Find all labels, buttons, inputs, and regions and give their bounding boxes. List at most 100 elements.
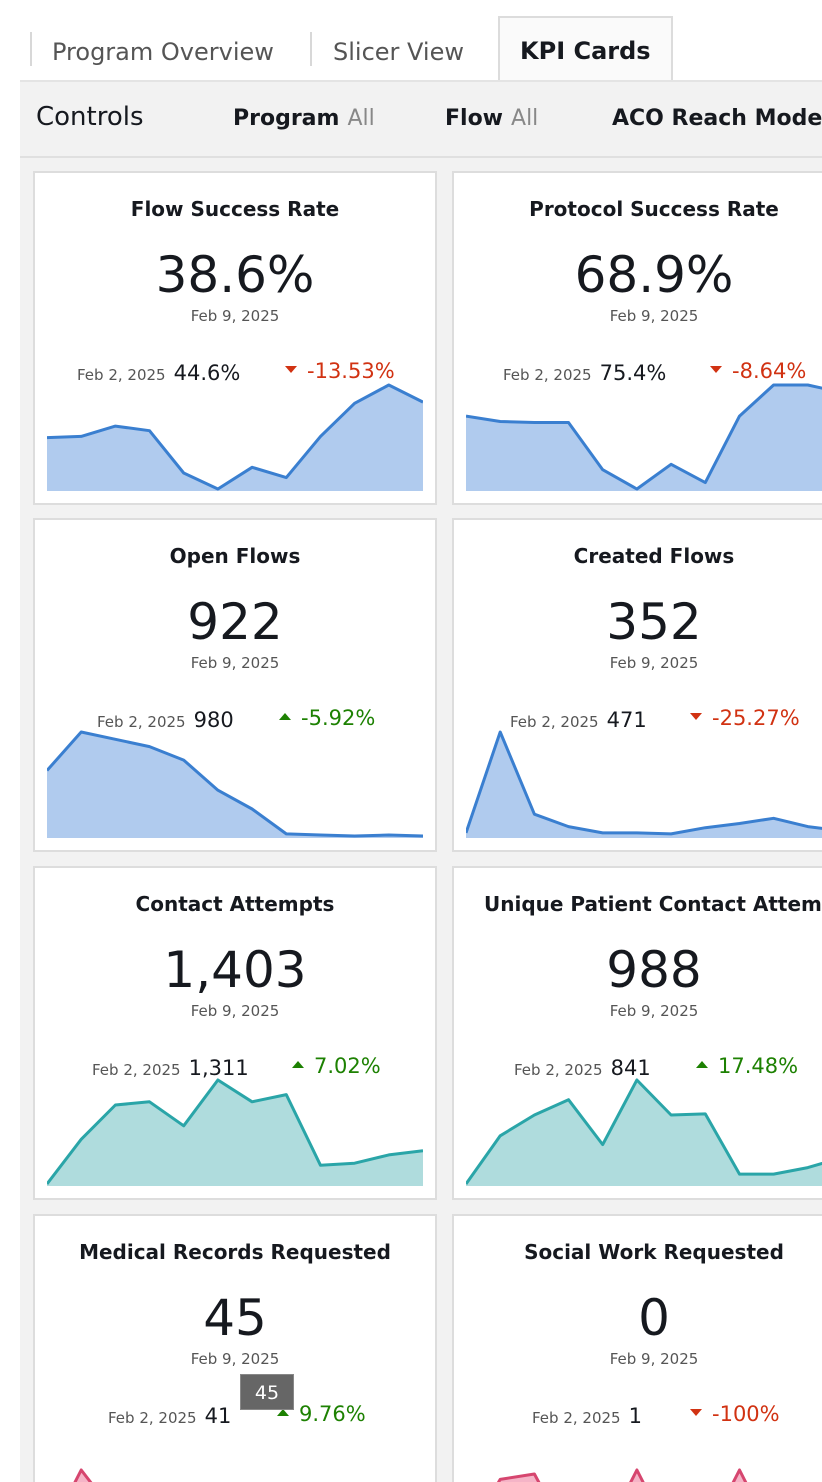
kpi-delta-value: 9.76% — [299, 1402, 366, 1426]
kpi-compare-value: 1 — [628, 1404, 642, 1428]
kpi-title: Medical Records Requested — [79, 1240, 391, 1264]
sparkline-line — [47, 383, 423, 491]
sparkline-area — [466, 385, 822, 491]
triangle-down-icon — [285, 365, 297, 373]
sparkline — [73, 1468, 93, 1482]
kpi-compare-value: 471 — [606, 708, 647, 732]
tab-divider — [310, 32, 312, 66]
kpi-title: Protocol Success Rate — [529, 197, 779, 221]
kpi-compare-value: 41 — [204, 1404, 232, 1428]
sparkline-area — [466, 732, 822, 838]
hover-tooltip: 45 — [240, 1374, 294, 1410]
sparkline-line — [466, 730, 822, 836]
kpi-value: 38.6% — [155, 246, 315, 304]
kpi-card-open-flows[interactable]: Open Flows 922 Feb 9, 2025 Feb 2, 2025 98… — [33, 518, 437, 852]
kpi-compare-date: Feb 2, 2025 — [108, 1409, 197, 1427]
kpi-comparison: Feb 2, 2025 41 — [108, 1404, 231, 1428]
kpi-card-unique-patient-contact-attempts[interactable]: Unique Patient Contact Attempts 988 Feb … — [452, 866, 822, 1200]
sparkline-line — [73, 1468, 93, 1482]
tab-divider — [30, 32, 32, 66]
sparkline-line — [47, 1078, 423, 1185]
kpi-delta: 17.48% — [696, 1054, 798, 1078]
controls-title[interactable]: Controls — [36, 102, 144, 132]
sparkline-area — [466, 1080, 822, 1186]
kpi-delta: -8.64% — [710, 359, 806, 383]
kpi-delta-value: -100% — [712, 1402, 780, 1426]
sparkline-area — [498, 1470, 746, 1482]
kpi-comparison: Feb 2, 2025 1 — [532, 1404, 642, 1428]
kpi-delta: -25.27% — [690, 706, 800, 730]
sparkline — [466, 730, 822, 838]
kpi-card-medical-records-requested[interactable]: Medical Records Requested 45 Feb 9, 2025… — [33, 1214, 437, 1482]
kpi-comparison: Feb 2, 2025 980 — [97, 708, 234, 732]
kpi-title: Social Work Requested — [524, 1240, 784, 1264]
kpi-card-protocol-success-rate[interactable]: Protocol Success Rate 68.9% Feb 9, 2025 … — [452, 171, 822, 505]
kpi-card-created-flows[interactable]: Created Flows 352 Feb 9, 2025 Feb 2, 202… — [452, 518, 822, 852]
kpi-compare-date: Feb 2, 2025 — [514, 1061, 603, 1079]
sparkline-line — [466, 1078, 822, 1185]
kpi-title: Unique Patient Contact Attempts — [484, 892, 822, 916]
filter-flow[interactable]: Flow All — [445, 106, 538, 131]
filter-program[interactable]: Program All — [233, 106, 375, 131]
kpi-value: 352 — [606, 593, 702, 651]
kpi-date: Feb 9, 2025 — [190, 307, 280, 325]
kpi-compare-value: 44.6% — [173, 361, 241, 385]
sparkline — [47, 383, 423, 491]
tab-program-overview[interactable]: Program Overview — [52, 38, 274, 66]
sparkline — [466, 383, 822, 491]
filter-program-label: Program — [233, 106, 340, 131]
kpi-title: Open Flows — [169, 544, 301, 568]
sparkline-area — [47, 385, 423, 491]
sparkline-area — [47, 1080, 423, 1186]
kpi-delta-value: -25.27% — [712, 706, 800, 730]
kpi-date: Feb 9, 2025 — [609, 654, 699, 672]
filter-aco-reach-model-label: ACO Reach Model — [612, 106, 822, 131]
kpi-value: 988 — [606, 941, 702, 999]
kpi-date: Feb 9, 2025 — [609, 1350, 699, 1368]
kpi-delta-value: -13.53% — [307, 359, 395, 383]
kpi-date: Feb 9, 2025 — [609, 307, 699, 325]
triangle-up-icon — [292, 1060, 304, 1068]
kpi-delta: -13.53% — [285, 359, 395, 383]
triangle-down-icon — [690, 1408, 702, 1416]
sparkline-area — [75, 1470, 91, 1482]
kpi-compare-date: Feb 2, 2025 — [77, 366, 166, 384]
kpi-comparison: Feb 2, 2025 471 — [510, 708, 647, 732]
sparkline — [47, 1078, 423, 1186]
kpi-date: Feb 9, 2025 — [609, 1002, 699, 1020]
kpi-value: 922 — [187, 593, 283, 651]
sparkline-line — [466, 383, 822, 491]
kpi-card-flow-success-rate[interactable]: Flow Success Rate 38.6% Feb 9, 2025 Feb … — [33, 171, 437, 505]
kpi-card-social-work-requested[interactable]: Social Work Requested 0 Feb 9, 2025 Feb … — [452, 1214, 822, 1482]
kpi-card-contact-attempts[interactable]: Contact Attempts 1,403 Feb 9, 2025 Feb 2… — [33, 866, 437, 1200]
kpi-value: 0 — [638, 1289, 670, 1347]
kpi-compare-value: 841 — [610, 1056, 651, 1080]
filter-flow-value: All — [511, 106, 539, 131]
kpi-delta: 7.02% — [292, 1054, 381, 1078]
kpi-title: Contact Attempts — [135, 892, 335, 916]
sparkline-area — [47, 732, 423, 838]
kpi-compare-date: Feb 2, 2025 — [510, 713, 599, 731]
kpi-value: 1,403 — [163, 941, 307, 999]
kpi-date: Feb 9, 2025 — [190, 1350, 280, 1368]
kpi-comparison: Feb 2, 2025 75.4% — [503, 361, 666, 385]
triangle-up-icon — [279, 712, 291, 720]
kpi-title: Flow Success Rate — [130, 197, 340, 221]
tab-slicer-view[interactable]: Slicer View — [333, 38, 464, 66]
kpi-value: 45 — [203, 1289, 267, 1347]
triangle-up-icon — [277, 1408, 289, 1416]
kpi-delta-value: -5.92% — [301, 706, 376, 730]
kpi-delta: -100% — [690, 1402, 780, 1426]
sparkline-line — [496, 1468, 748, 1482]
controls-bar: Controls Program All Flow All ACO Reach Mo… — [20, 82, 822, 158]
kpi-comparison: Feb 2, 2025 44.6% — [77, 361, 240, 385]
tab-bar: Program Overview Slicer View KPI Cards — [20, 0, 822, 82]
triangle-down-icon — [690, 712, 702, 720]
kpi-delta: 9.76% — [277, 1402, 366, 1426]
kpi-date: Feb 9, 2025 — [190, 654, 280, 672]
filter-aco-reach-model[interactable]: ACO Reach Model — [612, 106, 822, 131]
tab-kpi-cards[interactable]: KPI Cards — [498, 16, 673, 80]
kpi-compare-date: Feb 2, 2025 — [532, 1409, 621, 1427]
sparkline — [496, 1468, 748, 1482]
kpi-delta-value: 17.48% — [718, 1054, 799, 1078]
